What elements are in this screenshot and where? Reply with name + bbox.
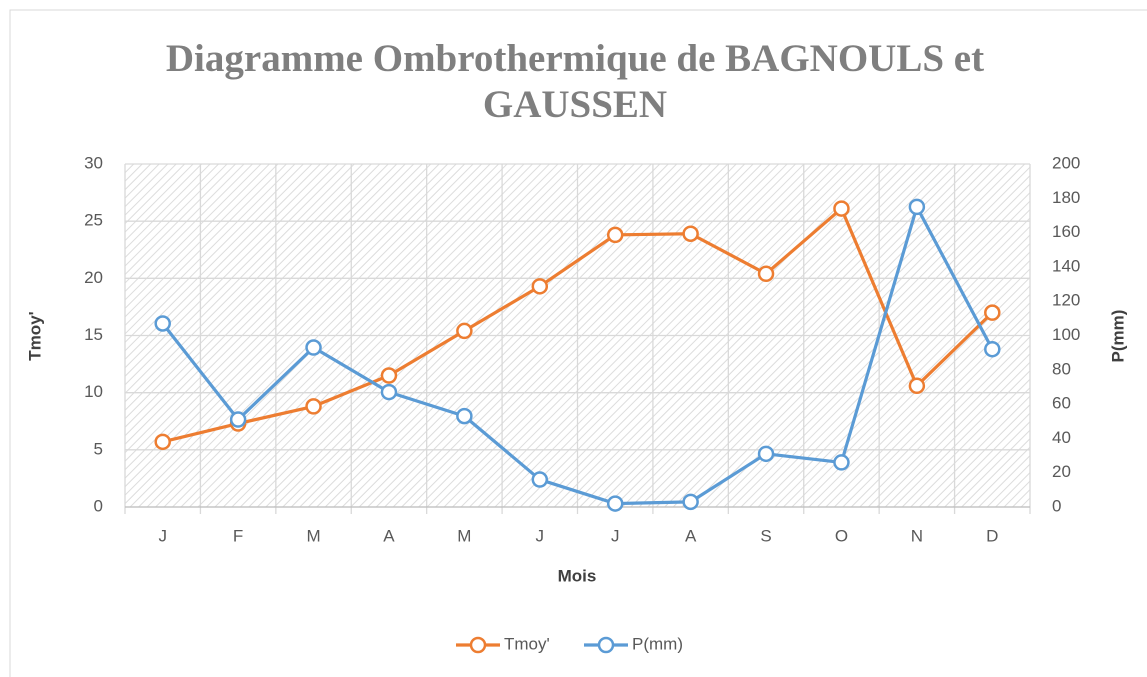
data-point — [682, 225, 699, 242]
x-tick-label: J — [158, 526, 167, 545]
y-tick-label: 30 — [84, 153, 103, 172]
legend-marker — [469, 636, 487, 654]
legend-label: Tmoy' — [504, 634, 550, 653]
x-tick-label: A — [383, 526, 395, 545]
data-point — [984, 340, 1001, 358]
data-point — [229, 411, 247, 428]
data-point — [531, 278, 549, 295]
y2-tick-label: 80 — [1052, 359, 1071, 378]
x-tick-label: S — [760, 526, 771, 545]
y-tick-label: 15 — [84, 325, 103, 344]
y2-tick-label: 160 — [1052, 222, 1080, 241]
data-point — [908, 198, 926, 216]
y2-tick-label: 140 — [1052, 256, 1080, 275]
data-point — [757, 265, 775, 283]
data-point — [606, 226, 624, 244]
y2-tick-label: 120 — [1052, 291, 1080, 310]
x-tick-label: M — [306, 526, 320, 545]
data-point — [682, 493, 699, 511]
y-tick-label: 5 — [94, 439, 103, 458]
data-point — [380, 383, 398, 401]
y2-tick-label: 0 — [1052, 496, 1061, 515]
data-point — [154, 315, 171, 332]
data-point — [908, 377, 926, 395]
x-axis-title: Mois — [558, 566, 597, 585]
data-point — [456, 407, 473, 425]
series-line — [161, 205, 994, 506]
data-point — [833, 454, 850, 471]
legend-marker — [597, 636, 615, 654]
data-point — [380, 367, 398, 384]
y2-tick-label: 40 — [1052, 428, 1071, 447]
x-tick-label: J — [611, 526, 620, 545]
y2-axis-title: P(mm) — [1108, 310, 1127, 363]
legend-label: P(mm) — [632, 634, 683, 653]
data-point — [606, 495, 624, 512]
y-tick-label: 20 — [84, 268, 103, 287]
y-axis-title: Tmoy' — [25, 311, 44, 360]
y-tick-label: 25 — [84, 211, 103, 230]
chart-title: Diagramme Ombrothermique de BAGNOULS et … — [165, 37, 985, 126]
data-point — [456, 322, 473, 340]
y2-tick-label: 200 — [1052, 153, 1080, 172]
data-point — [833, 200, 850, 217]
x-tick-label: A — [685, 526, 697, 545]
x-tick-label: F — [233, 526, 243, 545]
data-point — [154, 433, 171, 451]
x-tick-label: N — [911, 526, 923, 545]
data-point — [305, 339, 322, 356]
x-tick-label: O — [835, 526, 848, 545]
y-tick-label: 10 — [84, 382, 103, 401]
y-tick-label: 0 — [94, 496, 103, 515]
data-point — [305, 398, 322, 415]
y2-tick-label: 60 — [1052, 394, 1071, 413]
data-point — [984, 304, 1001, 321]
x-tick-label: M — [457, 526, 471, 545]
chart-border — [9, 9, 1147, 677]
x-tick-label: D — [986, 526, 998, 545]
y2-tick-label: 20 — [1052, 462, 1071, 481]
y2-tick-label: 180 — [1052, 188, 1080, 207]
series-line — [162, 206, 994, 444]
x-tick-label: J — [536, 526, 545, 545]
data-point — [531, 471, 549, 488]
data-point — [757, 445, 775, 463]
y2-tick-label: 100 — [1052, 325, 1080, 344]
